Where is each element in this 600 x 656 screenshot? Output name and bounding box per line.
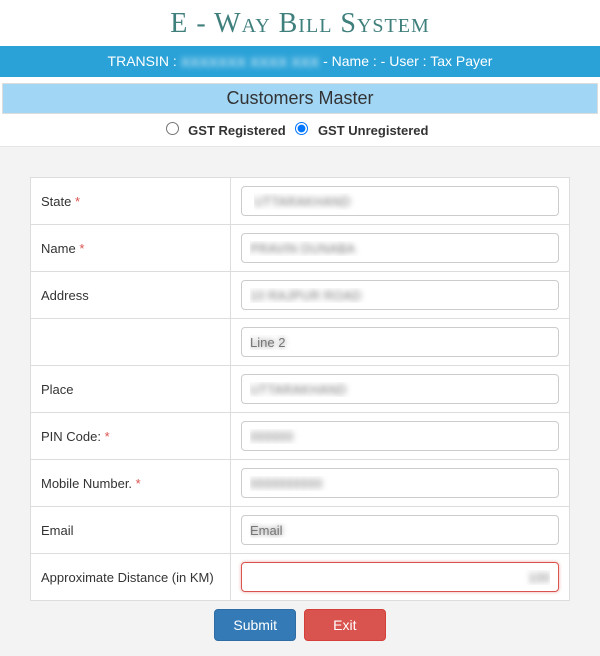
row-address2 <box>31 319 570 366</box>
row-place: Place <box>31 366 570 413</box>
row-pin: PIN Code: * <box>31 413 570 460</box>
user-value: Tax Payer <box>430 53 492 69</box>
exit-button[interactable]: Exit <box>304 609 386 641</box>
name-input[interactable] <box>241 233 559 263</box>
required-mark: * <box>79 241 84 256</box>
email-label: Email <box>41 523 74 538</box>
distance-label: Approximate Distance (in KM) <box>41 570 214 585</box>
mobile-label: Mobile Number. <box>41 476 132 491</box>
name-label: Name <box>41 241 76 256</box>
state-select[interactable]: UTTARAKHAND <box>241 186 559 216</box>
gst-registered-label[interactable]: GST Registered <box>188 123 286 138</box>
required-mark: * <box>105 429 110 444</box>
form-area: State * UTTARAKHAND Name * Address <box>0 147 600 656</box>
address-input[interactable] <box>241 280 559 310</box>
place-label: Place <box>41 382 74 397</box>
place-input[interactable] <box>241 374 559 404</box>
state-label: State <box>41 194 71 209</box>
title-bar: E - Way Bill System <box>0 0 600 46</box>
row-mobile: Mobile Number. * <box>31 460 570 507</box>
page-title: E - Way Bill System <box>0 8 600 40</box>
gst-radio-row: GST Registered GST Unregistered <box>0 114 600 147</box>
gst-registered-radio[interactable] <box>166 122 179 135</box>
mobile-input[interactable] <box>241 468 559 498</box>
row-distance: Approximate Distance (in KM) <box>31 554 570 601</box>
address2-input[interactable] <box>241 327 559 357</box>
info-bar: TRANSIN : XXXXXXX XXXX XXX - Name : - Us… <box>0 46 600 77</box>
submit-button[interactable]: Submit <box>214 609 296 641</box>
row-state: State * UTTARAKHAND <box>31 178 570 225</box>
gst-unregistered-radio[interactable] <box>295 122 308 135</box>
row-email: Email <box>31 507 570 554</box>
address-label: Address <box>41 288 89 303</box>
user-label: - User : <box>381 53 431 69</box>
required-mark: * <box>75 194 80 209</box>
row-address: Address <box>31 272 570 319</box>
distance-input[interactable] <box>241 562 559 592</box>
pin-input[interactable] <box>241 421 559 451</box>
email-input[interactable] <box>241 515 559 545</box>
gst-unregistered-label[interactable]: GST Unregistered <box>318 123 429 138</box>
name-label: - Name : <box>323 53 381 69</box>
sub-header: Customers Master <box>2 83 598 114</box>
form-table: State * UTTARAKHAND Name * Address <box>30 177 570 601</box>
transin-label: TRANSIN : <box>108 53 177 69</box>
pin-label: PIN Code: <box>41 429 101 444</box>
transin-value: XXXXXXX XXXX XXX <box>181 54 320 70</box>
row-name: Name * <box>31 225 570 272</box>
required-mark: * <box>136 476 141 491</box>
button-row: Submit Exit <box>30 601 570 641</box>
